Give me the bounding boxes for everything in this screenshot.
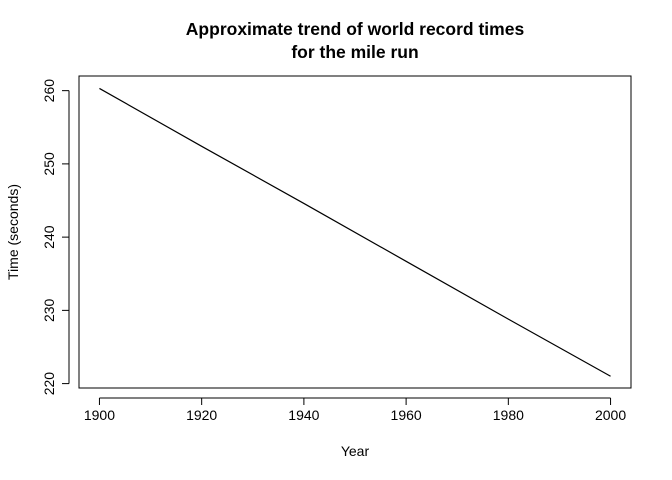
series-line-0 xyxy=(99,87,611,377)
x-tick-label: 1900 xyxy=(84,407,115,423)
plot-area xyxy=(78,75,632,389)
x-tick-label: 1960 xyxy=(391,407,422,423)
x-tick-label: 1980 xyxy=(493,407,524,423)
x-axis-label: Year xyxy=(341,443,370,459)
y-tick-label: 260 xyxy=(41,79,57,103)
x-tick-label: 1920 xyxy=(186,407,217,423)
y-tick-label: 240 xyxy=(41,225,57,249)
y-tick-label: 220 xyxy=(41,372,57,396)
x-tick-label: 2000 xyxy=(595,407,626,423)
y-axis: 220 230 240 250 260 xyxy=(41,79,70,396)
y-tick-label: 230 xyxy=(41,298,57,322)
chart-title-line-1: Approximate trend of world record times xyxy=(186,19,525,39)
y-axis-label: Time (seconds) xyxy=(5,184,21,280)
x-tick-label: 1940 xyxy=(288,407,319,423)
chart-title-line-2: for the mile run xyxy=(291,42,418,62)
x-axis: 1900 1920 1940 1960 1980 2000 xyxy=(84,397,626,423)
y-tick-label: 250 xyxy=(41,152,57,176)
series-group xyxy=(99,87,611,377)
